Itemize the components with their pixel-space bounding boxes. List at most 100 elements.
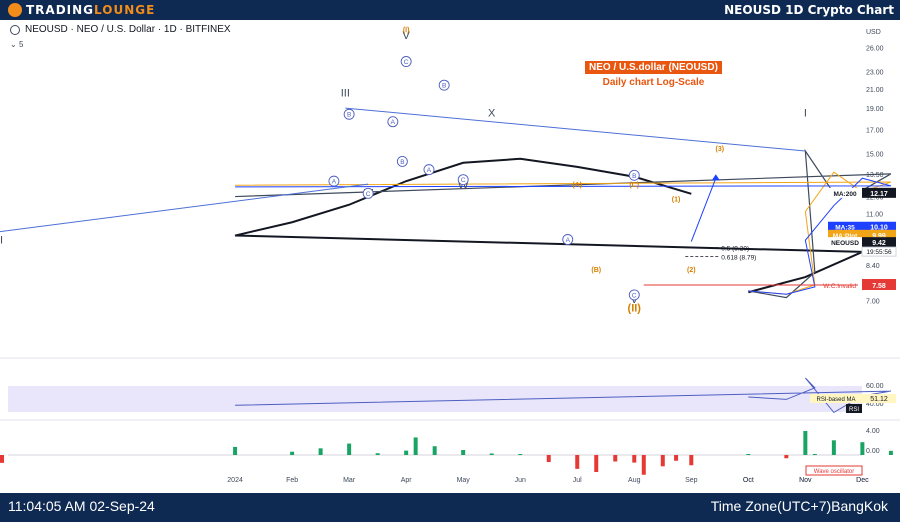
price-tag-label-bg xyxy=(828,237,862,248)
wave-label: A xyxy=(566,237,571,244)
wave-label: (3) xyxy=(716,146,725,153)
wave-label: W xyxy=(458,180,469,192)
wave-label: X xyxy=(488,107,496,119)
oscillator-bar xyxy=(233,446,238,455)
wave-label: (1) xyxy=(672,196,681,203)
oscillator-bar xyxy=(632,455,637,463)
fib-level-label: 0.618 (8.79) xyxy=(721,254,756,261)
price-chart[interactable]: USD 26.00 23.00 21.00 19.00 17.00 15.00 13.50 12… xyxy=(0,20,900,493)
oscillator-bar xyxy=(860,442,865,455)
bottom-banner: 11:04:05 AM 02-Sep-24 Time Zone(UTC+7)Ba… xyxy=(0,493,900,522)
x-axis-tick-label: Nov xyxy=(799,477,812,484)
oscillator-bar xyxy=(318,448,323,455)
x-axis-tick-label: Dec xyxy=(856,477,869,484)
brand-name: TRADINGLOUNGE xyxy=(26,3,156,17)
oscillator-tick-label: 4.00 xyxy=(866,428,880,435)
price-tag-label: MA:35 xyxy=(835,225,855,232)
wave-label: (C) xyxy=(629,182,639,189)
invalidation-tag xyxy=(862,278,896,290)
wave-label-circle xyxy=(396,155,408,167)
x-axis-tick-label: Jun xyxy=(515,477,526,484)
price-tag-value: 9.99 xyxy=(872,233,886,240)
price-tag-value: 12.17 xyxy=(870,191,888,198)
projection-arrow-head xyxy=(711,174,720,181)
wave-label: C xyxy=(404,59,409,66)
wave-label-circle xyxy=(343,108,355,120)
wave-label: (B) xyxy=(591,267,601,274)
oscillator-bar xyxy=(594,455,599,473)
chart-title: NEO / U.S.dollar (NEOUSD) xyxy=(585,61,722,74)
wave-label-circle xyxy=(628,289,640,301)
oscillator-bar xyxy=(613,455,618,462)
wave-label-circle xyxy=(628,169,640,181)
wave-label: A xyxy=(332,179,337,186)
rsi-tick-label: 40.00 xyxy=(866,401,884,408)
x-axis-tick-label: Sep xyxy=(685,477,698,484)
oscillator-bar xyxy=(784,455,789,459)
y-axis-tick-label: 17.00 xyxy=(866,127,884,134)
oscillator-bar xyxy=(575,455,580,469)
oscillator-bar xyxy=(641,455,646,475)
oscillator-bar xyxy=(347,443,352,455)
oscillator-bar xyxy=(0,455,4,463)
x-axis-tick-label: Aug xyxy=(628,477,641,484)
wave-label: V xyxy=(402,30,410,42)
wave-label: C xyxy=(632,292,637,299)
wave-label-circle xyxy=(562,234,574,245)
oscillator-bar xyxy=(413,437,418,455)
oscillator-bar xyxy=(489,453,494,455)
timezone-text: Time Zone(UTC+7)BangKok xyxy=(710,498,888,514)
ma-plot-line xyxy=(235,171,892,295)
wave-label: C xyxy=(366,191,371,198)
price-tag-label-bg xyxy=(828,221,862,232)
wave-label: (2) xyxy=(687,267,696,274)
oscillator-tag-bg xyxy=(805,465,863,476)
oscillator-label: Wave oscillator xyxy=(814,469,854,475)
x-axis-tick-label: Mar xyxy=(343,477,356,484)
chart-title-box: NEO / U.S.dollar (NEOUSD) Daily chart Lo… xyxy=(585,57,722,88)
oscillator-bar xyxy=(812,454,817,455)
oscillator-bar xyxy=(803,431,808,455)
wave-channel-line xyxy=(0,183,369,233)
rsi-band xyxy=(8,386,862,412)
invalidation-label: W.C.Invalid xyxy=(823,283,856,290)
y-axis-tick-label: 12.00 xyxy=(866,195,884,202)
symbol-icon xyxy=(10,24,20,35)
price-tag-value-bg xyxy=(862,221,896,232)
y-axis-tick-label: 21.00 xyxy=(866,87,884,94)
y-axis-unit: USD xyxy=(866,29,881,36)
indicator-counter[interactable]: ⌄ 5 xyxy=(10,40,24,49)
wave-label-circle xyxy=(387,116,399,128)
rsi-tag: RSI xyxy=(849,407,859,413)
brand-logo-icon xyxy=(8,3,22,17)
price-line xyxy=(235,148,892,299)
oscillator-bar xyxy=(660,455,665,467)
symbol-header[interactable]: NEOUSD · NEO / U.S. Dollar · 1D · BITFIN… xyxy=(10,24,231,35)
invalidation-value: 7.58 xyxy=(872,283,886,290)
price-tag-label: NEOUSD xyxy=(831,240,859,247)
oscillator-bar xyxy=(290,451,295,455)
wave-label: I xyxy=(804,107,807,119)
y-axis-tick-label: 23.00 xyxy=(866,69,884,76)
oscillator-tick-label: 0.00 xyxy=(866,448,880,455)
wave-label: B xyxy=(632,173,636,180)
wave-label-circle xyxy=(423,164,435,176)
ma200-line xyxy=(234,157,863,294)
oscillator-bar xyxy=(518,454,523,455)
x-axis-tick-label: Apr xyxy=(401,477,413,484)
wave-label: B xyxy=(347,112,351,119)
countdown-bg xyxy=(861,246,897,257)
price-tag-value: 9.42 xyxy=(872,240,886,247)
projection-arrow-line xyxy=(690,178,717,242)
x-axis-tick-label: Dec xyxy=(856,477,869,484)
brand-logo: TRADINGLOUNGE xyxy=(8,2,155,18)
wave-label: II xyxy=(0,235,3,247)
price-tag-value-bg xyxy=(862,187,896,198)
price-tag-label-bg xyxy=(828,229,862,240)
oscillator-bar xyxy=(404,450,409,455)
wave-label: C xyxy=(461,177,466,184)
oscillator-bar xyxy=(432,446,437,455)
wave-label-circle xyxy=(400,56,412,67)
oscillator-bar xyxy=(546,455,551,463)
top-banner: TRADINGLOUNGE NEOUSD 1D Crypto Chart xyxy=(0,0,900,20)
